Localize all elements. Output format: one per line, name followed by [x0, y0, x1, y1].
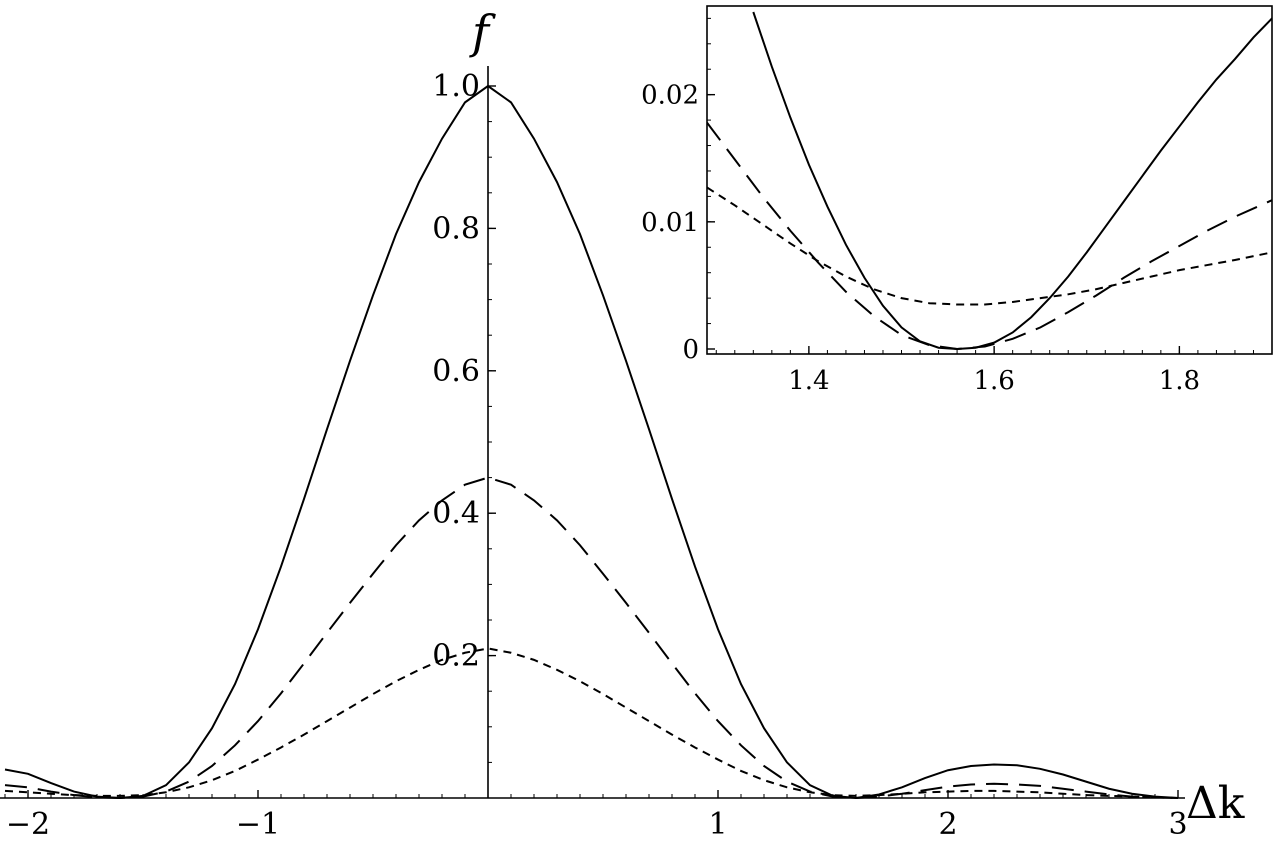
inset-frame: [706, 5, 1273, 355]
y-axis-title: f: [469, 5, 496, 59]
inset-series-group: [707, 11, 1272, 351]
x-tick-label: −1: [236, 807, 280, 842]
series-line-short-dash: [4, 647, 1179, 799]
inset-x-tick-label: 1.6: [973, 366, 1014, 396]
y-tick-label: 1.0: [432, 69, 480, 104]
inset-y-tick-label: 0: [682, 335, 699, 365]
x-tick-label: 3: [1168, 807, 1187, 842]
x-tick-label: 2: [938, 807, 957, 842]
series-line-solid: [4, 84, 1179, 800]
inset-series-line-solid: [752, 11, 1272, 351]
inset-x-tick-label: 1.4: [788, 366, 829, 396]
x-tick-label: 1: [708, 807, 727, 842]
y-tick-label: 0.6: [432, 354, 480, 389]
inset-y-tick-label: 0.01: [641, 208, 699, 238]
series-line-long-dash: [4, 476, 1179, 800]
y-tick-label: 0.8: [432, 211, 480, 246]
inset-series-line-long-dash: [707, 122, 1272, 351]
x-tick-label: −2: [6, 807, 50, 842]
inset-series-line-short-dash: [707, 186, 1272, 306]
x-axis-title: Δk: [1186, 778, 1245, 829]
inset-x-tick-label: 1.8: [1159, 366, 1200, 396]
inset-y-tick-label: 0.02: [641, 81, 699, 111]
inset-plot: 1.4 1.6 1.8 0 0.01 0.02: [641, 5, 1273, 396]
